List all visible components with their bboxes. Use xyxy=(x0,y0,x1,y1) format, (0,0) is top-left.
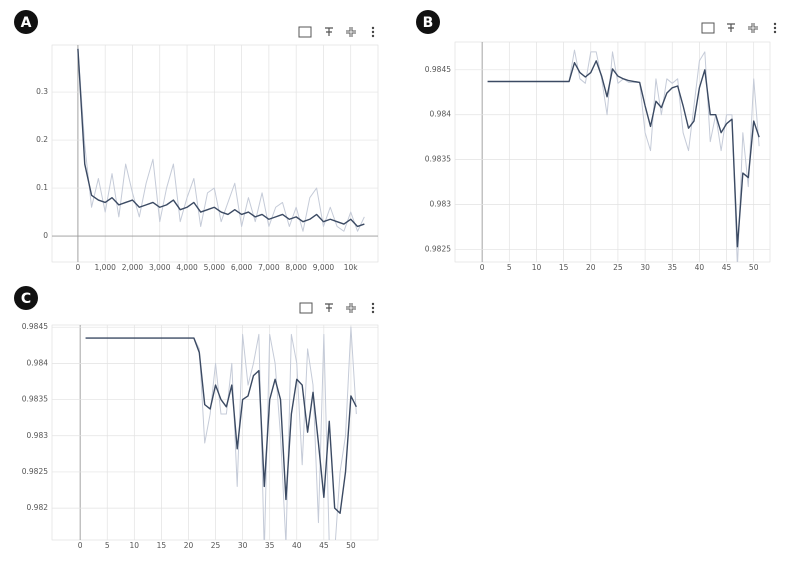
x-tick-label: 30 xyxy=(238,541,248,550)
menu-dot[interactable] xyxy=(371,310,375,314)
x-tick-label: 25 xyxy=(211,541,221,550)
x-tick-label: 10 xyxy=(532,263,542,272)
menu-dot[interactable] xyxy=(371,302,375,306)
y-tick-label: 0.3 xyxy=(36,87,48,96)
smoothed-line xyxy=(85,337,357,514)
chart-panel: 0 5 10 15 20 25 30 35 40 45 50 0.9845 0.984 0.9835 0.9… xyxy=(22,322,379,550)
x-tick-label: 45 xyxy=(319,541,329,550)
y-tick-label: 0 xyxy=(43,231,48,240)
x-tick-label: 0 xyxy=(76,263,81,272)
panel-label: C xyxy=(21,291,31,307)
badge xyxy=(14,10,38,34)
x-tick-label: 5 xyxy=(105,541,110,550)
raw-line xyxy=(487,49,760,262)
fit-button[interactable] xyxy=(298,26,312,38)
fit-button[interactable] xyxy=(299,302,313,314)
x-tick-label: 5 xyxy=(507,263,512,272)
toolbars xyxy=(298,22,777,314)
plot-frame xyxy=(51,324,379,541)
y-tick-label: 0.9825 xyxy=(22,467,48,476)
x-tick-label: 20 xyxy=(586,263,596,272)
y-tick-label: 0.9825 xyxy=(425,244,451,253)
x-tick-label: 35 xyxy=(265,541,275,550)
chart-panel: 0 1,000 2,000 3,000 4,000 5,000 6,000 7,000 8,00… xyxy=(36,44,379,272)
panel-badges: A B C xyxy=(14,10,440,310)
collapse-button[interactable] xyxy=(346,27,356,37)
panel-label: A xyxy=(21,15,32,31)
smoothed-line xyxy=(77,48,365,228)
y-tick-label: 0.1 xyxy=(36,183,48,192)
y-tick-label: 0.983 xyxy=(27,431,49,440)
x-tick-label: 10k xyxy=(344,263,359,272)
x-tick-label: 4,000 xyxy=(176,263,198,272)
x-tick-label: 15 xyxy=(157,541,167,550)
x-tick-label: 10 xyxy=(130,541,140,550)
x-tick-label: 50 xyxy=(346,541,356,550)
menu-dot[interactable] xyxy=(371,30,375,34)
x-tick-label: 20 xyxy=(184,541,194,550)
badge xyxy=(14,286,38,310)
x-tick-label: 0 xyxy=(78,541,83,550)
panel-label: B xyxy=(423,15,434,31)
x-tick-label: 30 xyxy=(640,263,650,272)
menu-dot[interactable] xyxy=(371,306,375,310)
menu-dot[interactable] xyxy=(773,26,777,30)
raw-line xyxy=(85,326,357,540)
x-tick-label: 6,000 xyxy=(231,263,253,272)
x-tick-label: 2,000 xyxy=(122,263,144,272)
x-tick-label: 3,000 xyxy=(149,263,171,272)
x-tick-label: 1,000 xyxy=(94,263,116,272)
y-tick-label: 0.9845 xyxy=(425,65,451,74)
x-tick-label: 45 xyxy=(722,263,732,272)
y-tick-label: 0.9845 xyxy=(22,322,48,331)
menu-dot[interactable] xyxy=(773,30,777,34)
x-tick-label: 0 xyxy=(480,263,485,272)
collapse-button[interactable] xyxy=(346,303,356,313)
x-tick-label: 9,000 xyxy=(313,263,335,272)
x-tick-label: 40 xyxy=(695,263,705,272)
y-tick-label: 0.9835 xyxy=(425,155,451,164)
y-tick-label: 0.984 xyxy=(27,358,49,367)
menu-dot[interactable] xyxy=(773,22,777,26)
smoothed-line xyxy=(487,60,760,248)
plot-frame xyxy=(51,44,379,263)
x-tick-label: 50 xyxy=(749,263,759,272)
pin-button[interactable] xyxy=(325,27,333,36)
y-tick-label: 0.984 xyxy=(430,110,452,119)
y-tick-label: 0.9835 xyxy=(22,395,48,404)
plot-frame xyxy=(454,41,771,263)
collapse-button[interactable] xyxy=(748,23,758,33)
menu-dot[interactable] xyxy=(371,26,375,30)
x-tick-label: 5,000 xyxy=(204,263,226,272)
pin-button[interactable] xyxy=(727,23,735,32)
pin-button[interactable] xyxy=(325,303,333,312)
x-tick-label: 7,000 xyxy=(258,263,280,272)
y-tick-label: 0.2 xyxy=(36,135,48,144)
badge xyxy=(416,10,440,34)
y-tick-label: 0.983 xyxy=(430,200,452,209)
x-tick-label: 25 xyxy=(613,263,623,272)
x-tick-label: 15 xyxy=(559,263,569,272)
x-tick-label: 35 xyxy=(667,263,677,272)
fit-button[interactable] xyxy=(701,22,715,34)
chart-panel: 0 5 10 15 20 25 30 35 40 45 50 0.9845 0.984 0.9835 0.9… xyxy=(425,41,771,272)
menu-dot[interactable] xyxy=(371,34,375,38)
raw-line xyxy=(77,48,365,232)
x-tick-label: 40 xyxy=(292,541,302,550)
y-tick-label: 0.982 xyxy=(27,503,49,512)
x-tick-label: 8,000 xyxy=(285,263,307,272)
